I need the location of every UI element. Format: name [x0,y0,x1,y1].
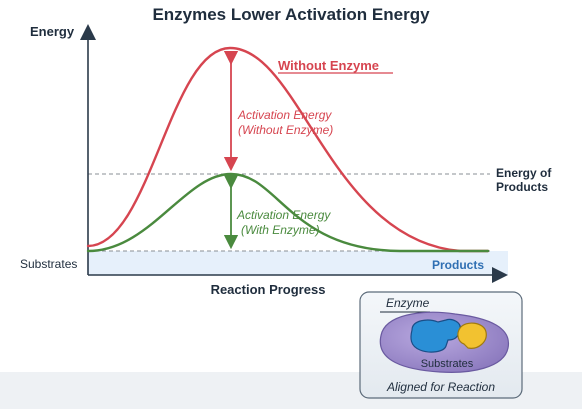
energy-of-products-line1: Energy of [496,166,552,180]
inset-substrates-label: Substrates [421,358,474,370]
products-label: Products [432,258,484,272]
inset-caption: Aligned for Reaction [386,380,495,394]
activation-energy-red-line2: (Without Enzyme) [238,123,333,137]
x-axis-label: Reaction Progress [211,282,326,297]
inset-enzyme-label: Enzyme [386,296,430,310]
diagram-title: Enzymes Lower Activation Energy [152,5,430,24]
baseline-band [88,251,508,275]
curve-with-enzyme [86,172,490,253]
curve-without-enzyme [86,46,490,253]
substrate-yellow-icon [457,322,487,349]
activation-energy-green-line1: Activation Energy [236,208,331,222]
substrate-blue-icon [410,318,461,353]
y-axis-label: Energy [30,24,75,39]
activation-energy-red-line1: Activation Energy [237,108,332,122]
activation-energy-green-line2: (With Enzyme) [241,223,320,237]
energy-of-products-line2: Products [496,180,548,194]
enzyme-inset: Enzyme Substrates Aligned for Reaction [359,291,523,399]
without-enzyme-label: Without Enzyme [278,58,379,73]
substrates-label: Substrates [20,257,77,271]
